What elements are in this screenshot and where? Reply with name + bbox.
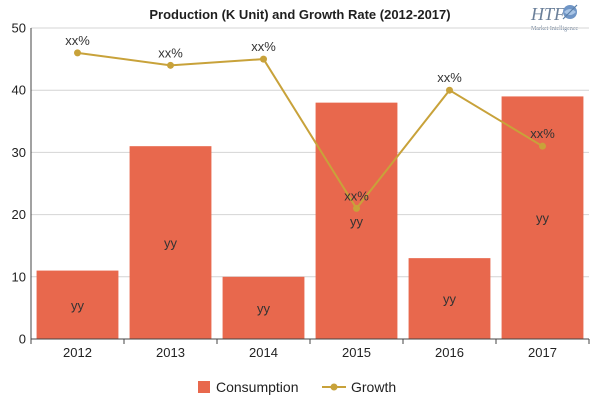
bar-consumption-2012 xyxy=(36,270,119,339)
y-tick-label: 0 xyxy=(19,332,26,347)
growth-line xyxy=(77,51,544,211)
growth-point-2014 xyxy=(260,55,267,63)
growth-point-2012 xyxy=(74,49,81,57)
growth-data-label: xx% xyxy=(530,126,555,141)
bar-consumption-2015 xyxy=(315,102,398,339)
logo: HTF Market Intelligence xyxy=(530,4,578,32)
x-tick-label: 2014 xyxy=(249,345,278,360)
bar-consumption-2014 xyxy=(222,276,305,339)
bars: yy yy yy yy yy yy xyxy=(36,96,584,339)
legend-swatch-consumption xyxy=(198,381,210,393)
bar-data-label: yy xyxy=(350,214,364,229)
y-tick-label: 10 xyxy=(12,269,26,284)
y-tick-label: 20 xyxy=(12,207,26,222)
x-tick-label: 2013 xyxy=(156,345,185,360)
globe-icon xyxy=(562,4,578,20)
logo-text: HTF xyxy=(530,4,566,24)
growth-line-group: xx% xx% xx% xx% xx% xx% xyxy=(65,33,555,212)
legend-label-consumption: Consumption xyxy=(216,379,299,395)
growth-point-2017 xyxy=(539,142,546,150)
growth-data-label: xx% xyxy=(65,33,90,48)
bar-consumption-2016 xyxy=(408,258,491,339)
bar-data-label: yy xyxy=(257,301,271,316)
y-tick-label: 40 xyxy=(12,83,26,98)
chart-title: Production (K Unit) and Growth Rate (201… xyxy=(149,7,450,22)
growth-data-label: xx% xyxy=(158,45,183,60)
bar-consumption-2013 xyxy=(129,146,212,339)
x-tick-label: 2012 xyxy=(63,345,92,360)
growth-data-label: xx% xyxy=(437,70,462,85)
growth-point-2015 xyxy=(353,204,360,212)
bar-data-label: yy xyxy=(443,292,457,307)
x-tick-label: 2017 xyxy=(528,345,557,360)
axes: 0 10 20 30 40 50 2012 2013 2014 2015 2016 2017 xyxy=(12,21,590,360)
legend-label-growth: Growth xyxy=(351,379,396,395)
bar-consumption-2017 xyxy=(501,96,584,339)
growth-data-label: xx% xyxy=(251,39,276,54)
y-tick-label: 50 xyxy=(12,21,26,36)
x-tick-label: 2016 xyxy=(435,345,464,360)
legend: Consumption Growth xyxy=(198,379,396,395)
bar-data-label: yy xyxy=(71,298,85,313)
y-tick-label: 30 xyxy=(12,145,26,160)
x-tick-label: 2015 xyxy=(342,345,371,360)
growth-point-2016 xyxy=(446,86,453,94)
logo-subtext: Market Intelligence xyxy=(531,26,578,32)
bar-data-label: yy xyxy=(164,236,178,251)
legend-marker-growth xyxy=(330,383,338,391)
bar-data-label: yy xyxy=(536,211,550,226)
growth-data-label: xx% xyxy=(344,188,369,203)
grid xyxy=(31,27,589,278)
growth-point-2013 xyxy=(167,61,174,69)
